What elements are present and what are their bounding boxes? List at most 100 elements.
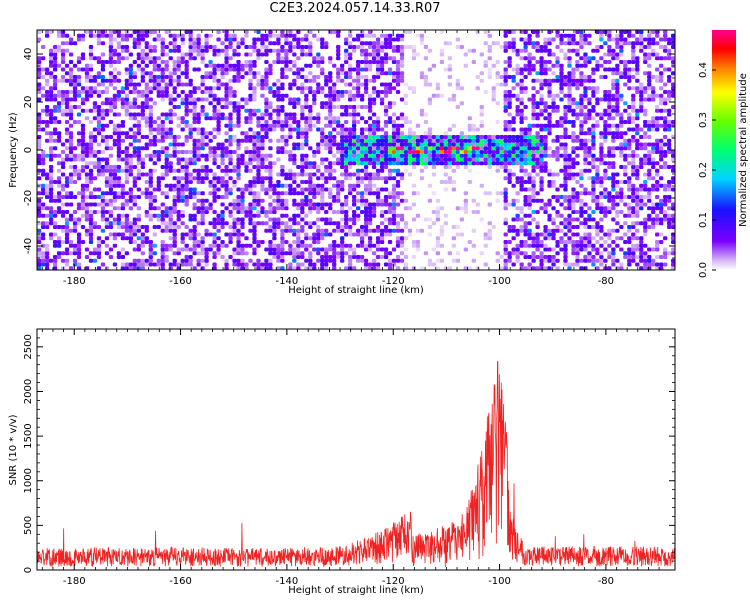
heatmap-cell (391, 37, 397, 42)
heatmap-cell (312, 266, 317, 270)
heatmap-cell (503, 142, 508, 147)
heatmap-cell (356, 90, 361, 95)
heatmap-cell (276, 255, 281, 260)
heatmap-cell (224, 105, 229, 110)
heatmap-cell (479, 108, 484, 113)
heatmap-cell (387, 232, 393, 237)
heatmap-cell (280, 127, 285, 132)
heatmap-cell (595, 198, 600, 203)
heatmap-cell (37, 146, 42, 151)
heatmap-cell (399, 191, 405, 196)
heatmap-cell (387, 217, 393, 222)
heatmap-cell (363, 48, 369, 53)
heatmap-cell (371, 210, 377, 215)
heatmap-cell (88, 195, 94, 200)
heatmap-cell (112, 67, 118, 72)
heatmap-cell (399, 71, 405, 76)
heatmap-cell (607, 210, 612, 215)
heatmap-cell (248, 243, 253, 248)
heatmap-cell (80, 90, 86, 95)
heatmap-cell (80, 146, 86, 151)
heatmap-cell (248, 67, 253, 72)
heatmap-cell (84, 90, 90, 95)
heatmap-cell (284, 52, 289, 57)
heatmap-cell (312, 161, 317, 166)
heatmap-cell (583, 243, 588, 248)
heatmap-cell (352, 67, 357, 72)
heatmap-cell (164, 206, 169, 211)
heatmap-cell (359, 116, 365, 121)
heatmap-cell (363, 213, 369, 218)
heatmap-cell (391, 131, 397, 136)
heatmap-cell (363, 165, 369, 170)
heatmap-cell (475, 266, 480, 270)
heatmap-cell (168, 71, 173, 76)
heatmap-cell (116, 157, 122, 162)
heatmap-cell (300, 228, 305, 233)
heatmap-cell (324, 247, 329, 252)
heatmap-cell (192, 191, 197, 196)
heatmap-cell (264, 135, 269, 140)
heatmap-cell (268, 33, 273, 38)
heatmap-cell (244, 251, 249, 256)
heatmap-cell (132, 221, 137, 226)
heatmap-cell (76, 56, 82, 61)
heatmap-cell (543, 142, 548, 147)
heatmap-cell (359, 236, 365, 241)
heatmap-cell (168, 213, 173, 218)
heatmap-cell (252, 48, 257, 53)
heatmap-cell (507, 120, 512, 125)
heatmap-cell (371, 191, 377, 196)
heatmap-cell (379, 228, 385, 233)
heatmap-cell (459, 217, 464, 222)
heatmap-cell (531, 258, 536, 263)
heatmap-cell (68, 135, 74, 140)
heatmap-cell (391, 195, 397, 200)
heatmap-cell (344, 266, 349, 270)
heatmap-cell (260, 146, 265, 151)
heatmap-cell (328, 30, 333, 35)
heatmap-cell (220, 75, 225, 80)
heatmap-cell (220, 48, 225, 53)
heatmap-cell (559, 37, 564, 42)
heatmap-cell (320, 191, 325, 196)
heatmap-cell (220, 221, 225, 226)
heatmap-cell (48, 153, 54, 158)
heatmap-cell (344, 195, 349, 200)
heatmap-cell (611, 247, 616, 252)
heatmap-cell (336, 243, 341, 248)
heatmap-cell (116, 225, 122, 230)
heatmap-cell (252, 142, 257, 147)
heatmap-cell (603, 266, 608, 270)
heatmap-cell (579, 210, 584, 215)
heatmap-cell (519, 138, 524, 143)
heatmap-cell (37, 213, 42, 218)
heatmap-cell (507, 142, 512, 147)
heatmap-cell (100, 150, 106, 155)
heatmap-cell (252, 71, 257, 76)
heatmap-cell (156, 123, 161, 128)
heatmap-cell (68, 157, 74, 162)
heatmap-cell (252, 45, 257, 50)
heatmap-cell (547, 82, 552, 87)
heatmap-cell (575, 191, 580, 196)
heatmap-cell (427, 127, 433, 132)
heatmap-cell (359, 75, 365, 80)
heatmap-cell (128, 206, 133, 211)
heatmap-cell (232, 33, 237, 38)
heatmap-cell (260, 187, 265, 192)
heatmap-cell (216, 97, 221, 102)
heatmap-cell (240, 157, 245, 162)
heatmap-cell (264, 67, 269, 72)
heatmap-cell (356, 135, 361, 140)
heatmap-cell (80, 183, 86, 188)
heatmap-cell (144, 228, 149, 233)
heatmap-cell (399, 258, 405, 263)
heatmap-cell (300, 180, 305, 185)
heatmap-cell (595, 232, 600, 237)
heatmap-cell (148, 116, 153, 121)
heatmap-cell (627, 210, 632, 215)
heatmap-cell (224, 56, 229, 61)
heatmap-cell (228, 135, 233, 140)
heatmap-cell (511, 86, 516, 91)
